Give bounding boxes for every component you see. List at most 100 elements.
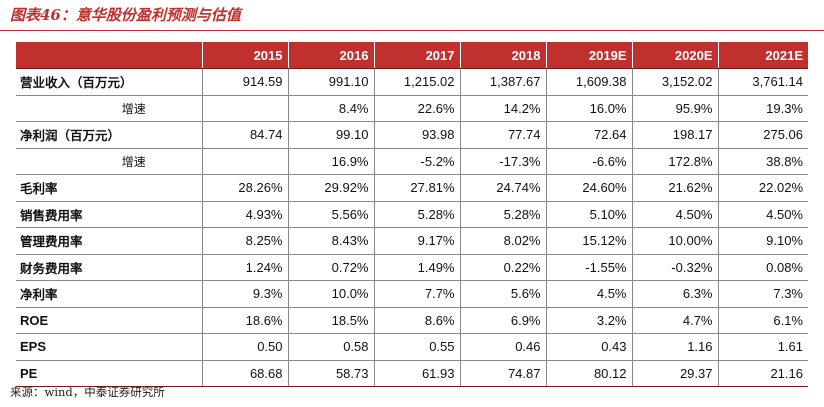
- table-row: 增速 8.4% 22.6% 14.2% 16.0% 95.9% 19.3%: [16, 95, 808, 122]
- table-cell: 80.12: [545, 360, 632, 387]
- table-row: 增速 16.9% -5.2% -17.3% -6.6% 172.8% 38.8%: [16, 148, 808, 175]
- row-label: EPS: [16, 333, 202, 361]
- header-cell-year: 2017: [373, 42, 460, 69]
- header-row: 2015 2016 2017 2018 2019E 2020E 2021E: [16, 42, 808, 69]
- table-cell: [201, 95, 288, 122]
- table-cell: 15.12%: [545, 227, 632, 255]
- table-cell: -17.3%: [459, 148, 546, 175]
- table-cell: 4.5%: [545, 280, 632, 308]
- table-row: 净利润（百万元） 84.74 99.10 93.98 77.74 72.64 198.17 2…: [16, 121, 808, 149]
- table-cell: 991.10: [287, 68, 374, 96]
- table-cell: 21.16: [717, 360, 808, 387]
- header-cell-label: [16, 42, 202, 69]
- table-cell: -0.32%: [631, 254, 718, 281]
- table-cell: 1.16: [631, 333, 718, 361]
- table-cell: 172.8%: [631, 148, 718, 175]
- table-cell: -6.6%: [545, 148, 632, 175]
- table-cell: 4.50%: [717, 201, 808, 228]
- table-cell: 7.7%: [373, 280, 460, 308]
- title-divider: [0, 30, 824, 31]
- source-note: 来源：wind，中泰证券研究所: [10, 385, 165, 399]
- table-cell: 5.28%: [373, 201, 460, 228]
- row-label: 管理费用率: [16, 227, 202, 255]
- forecast-table: 2015 2016 2017 2018 2019E 2020E 2021E 营业…: [16, 42, 808, 387]
- row-label-growth: 增速: [16, 95, 202, 122]
- table-cell: 18.6%: [201, 307, 288, 334]
- table-row: EPS 0.50 0.58 0.55 0.46 0.43 1.16 1.61: [16, 333, 808, 361]
- table-cell: 1.24%: [201, 254, 288, 281]
- row-label: 毛利率: [16, 174, 202, 202]
- table-cell: 0.72%: [287, 254, 374, 281]
- table-cell: 0.08%: [717, 254, 808, 281]
- table-cell: 5.28%: [459, 201, 546, 228]
- table-cell: 0.43: [545, 333, 632, 361]
- table-cell: 1,215.02: [373, 68, 460, 96]
- table-cell: 8.4%: [287, 95, 374, 122]
- table-cell: 61.93: [373, 360, 460, 387]
- table-cell: 14.2%: [459, 95, 546, 122]
- table-row: 财务费用率 1.24% 0.72% 1.49% 0.22% -1.55% -0.32% 0.0…: [16, 254, 808, 281]
- table-cell: 22.02%: [717, 174, 808, 202]
- row-label: 营业收入（百万元）: [16, 68, 202, 96]
- table-cell: 29.92%: [287, 174, 374, 202]
- table-cell: 1.61: [717, 333, 808, 361]
- table-cell: 99.10: [287, 121, 374, 149]
- header-cell-year: 2015: [201, 42, 288, 69]
- table-cell: 275.06: [717, 121, 808, 149]
- table-cell: 29.37: [631, 360, 718, 387]
- table-cell: 8.02%: [459, 227, 546, 255]
- table-cell: 8.6%: [373, 307, 460, 334]
- table-row: 销售费用率 4.93% 5.56% 5.28% 5.28% 5.10% 4.50% 4.50%: [16, 201, 808, 228]
- table-cell: 5.56%: [287, 201, 374, 228]
- table-cell: 1.49%: [373, 254, 460, 281]
- table-cell: 5.6%: [459, 280, 546, 308]
- table-cell: -1.55%: [545, 254, 632, 281]
- table-row: 营业收入（百万元） 914.59 991.10 1,215.02 1,387.67 1,6…: [16, 68, 808, 96]
- table-cell: 95.9%: [631, 95, 718, 122]
- table-cell: 0.50: [201, 333, 288, 361]
- table-row: 毛利率 28.26% 29.92% 27.81% 24.74% 24.60% 21.62% 2…: [16, 174, 808, 202]
- table-cell: 5.10%: [545, 201, 632, 228]
- table-cell: 7.3%: [717, 280, 808, 308]
- table-cell: 27.81%: [373, 174, 460, 202]
- table-cell: 58.73: [287, 360, 374, 387]
- table-cell: 4.7%: [631, 307, 718, 334]
- row-label: 销售费用率: [16, 201, 202, 228]
- header-cell-year: 2019E: [545, 42, 632, 69]
- table-cell: [201, 148, 288, 175]
- table-cell: 77.74: [459, 121, 546, 149]
- table-cell: 24.74%: [459, 174, 546, 202]
- table-cell: 0.22%: [459, 254, 546, 281]
- table-row: ROE 18.6% 18.5% 8.6% 6.9% 3.2% 4.7% 6.1%: [16, 307, 808, 334]
- table-cell: 198.17: [631, 121, 718, 149]
- table-row: 管理费用率 8.25% 8.43% 9.17% 8.02% 15.12% 10.00% 9.1…: [16, 227, 808, 255]
- table-cell: 68.68: [201, 360, 288, 387]
- table-cell: 22.6%: [373, 95, 460, 122]
- table-cell: 93.98: [373, 121, 460, 149]
- row-label: 净利润（百万元）: [16, 121, 202, 149]
- table-cell: 16.0%: [545, 95, 632, 122]
- header-cell-year: 2018: [459, 42, 546, 69]
- table-cell: 6.1%: [717, 307, 808, 334]
- table-cell: 6.9%: [459, 307, 546, 334]
- row-label: ROE: [16, 307, 202, 334]
- table-cell: 3,761.14: [717, 68, 808, 96]
- table-cell: 0.46: [459, 333, 546, 361]
- table-cell: 0.55: [373, 333, 460, 361]
- table-cell: 914.59: [201, 68, 288, 96]
- table-cell: 72.64: [545, 121, 632, 149]
- table-cell: 3,152.02: [631, 68, 718, 96]
- row-label: PE: [16, 360, 202, 387]
- row-label-growth: 增速: [16, 148, 202, 175]
- table-cell: 74.87: [459, 360, 546, 387]
- row-label: 净利率: [16, 280, 202, 308]
- table-cell: 16.9%: [287, 148, 374, 175]
- row-label: 财务费用率: [16, 254, 202, 281]
- table-cell: -5.2%: [373, 148, 460, 175]
- header-cell-year: 2016: [287, 42, 374, 69]
- table-cell: 3.2%: [545, 307, 632, 334]
- table-cell: 8.43%: [287, 227, 374, 255]
- header-cell-year: 2020E: [631, 42, 718, 69]
- table-row: 净利率 9.3% 10.0% 7.7% 5.6% 4.5% 6.3% 7.3%: [16, 280, 808, 308]
- figure-title: 图表46：意华股份盈利预测与估值: [10, 6, 241, 24]
